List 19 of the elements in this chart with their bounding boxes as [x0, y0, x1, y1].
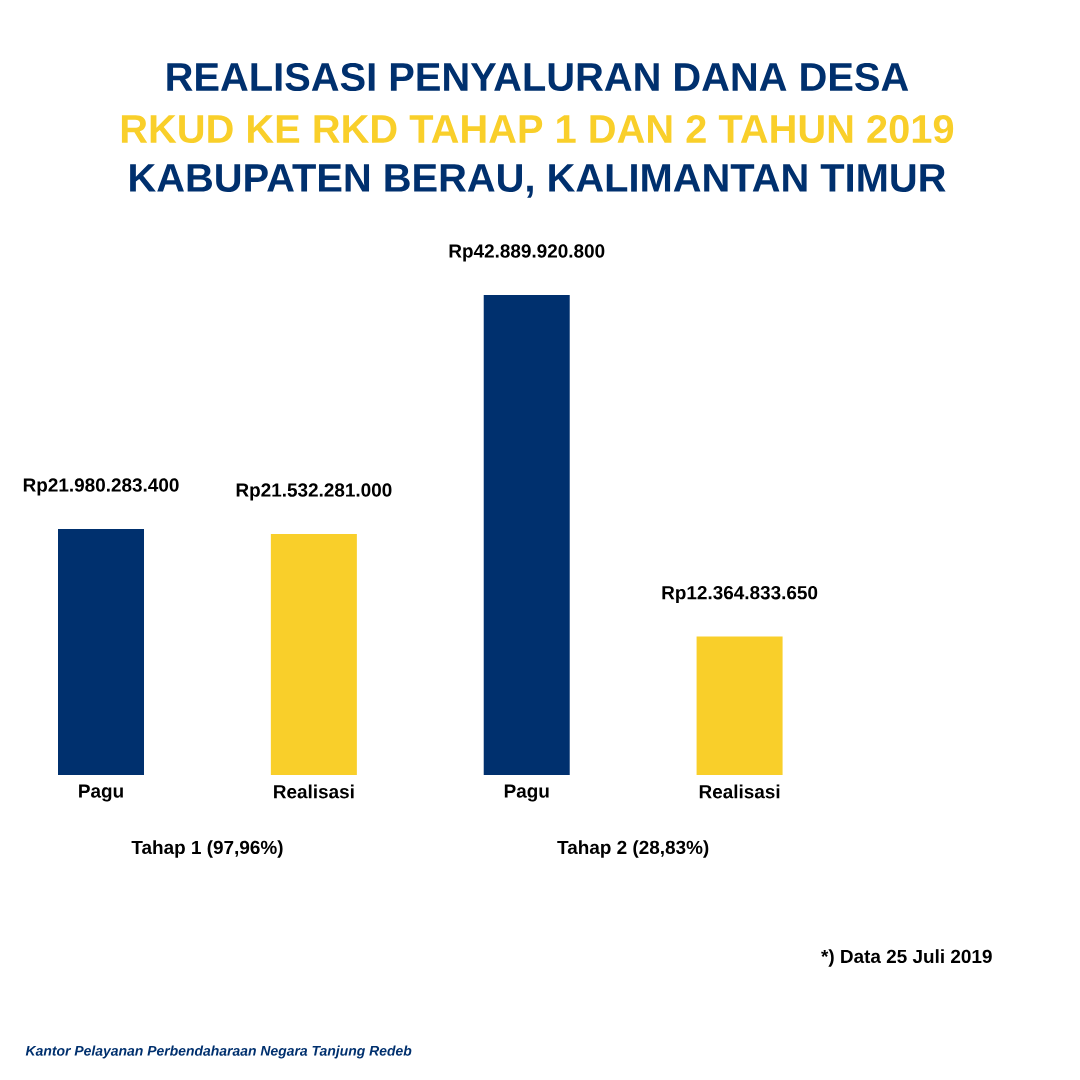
x-tick-label: Realisasi — [699, 784, 780, 799]
x-tick-label: Pagu — [79, 784, 123, 802]
bar — [696, 636, 783, 775]
data-label: Rp21.980.283.400 — [23, 478, 179, 496]
bar — [58, 529, 144, 775]
text: *) Data 25 Juli 2019 — [821, 949, 992, 967]
text: Tahap 2 (28,83%) — [557, 840, 709, 858]
text: Tahap 1 (97,96%) — [131, 840, 283, 858]
text: KABUPATEN BERAU, KALIMANTAN TIMUR — [130, 164, 946, 198]
data-label: Rp42.889.920.800 — [449, 244, 605, 262]
x-tick-label: Realisasi — [274, 784, 354, 799]
x-tick-label: Pagu — [504, 784, 549, 802]
text: Kantor Pelayanan Perbendaharaan Negara Tanjung Redeb — [25, 1045, 412, 1059]
data-label: Rp21.532.281.000 — [236, 483, 392, 501]
bar — [483, 294, 570, 775]
chart-subtitle: RKUD KE RKD TAHAP 1 DAN 2 TAHUN 2019 — [121, 114, 954, 144]
chart-title: REALISASI PENYALURAN DANA DESA — [167, 62, 909, 92]
data-label: Rp12.364.833.650 — [662, 585, 818, 604]
bar — [270, 534, 357, 775]
